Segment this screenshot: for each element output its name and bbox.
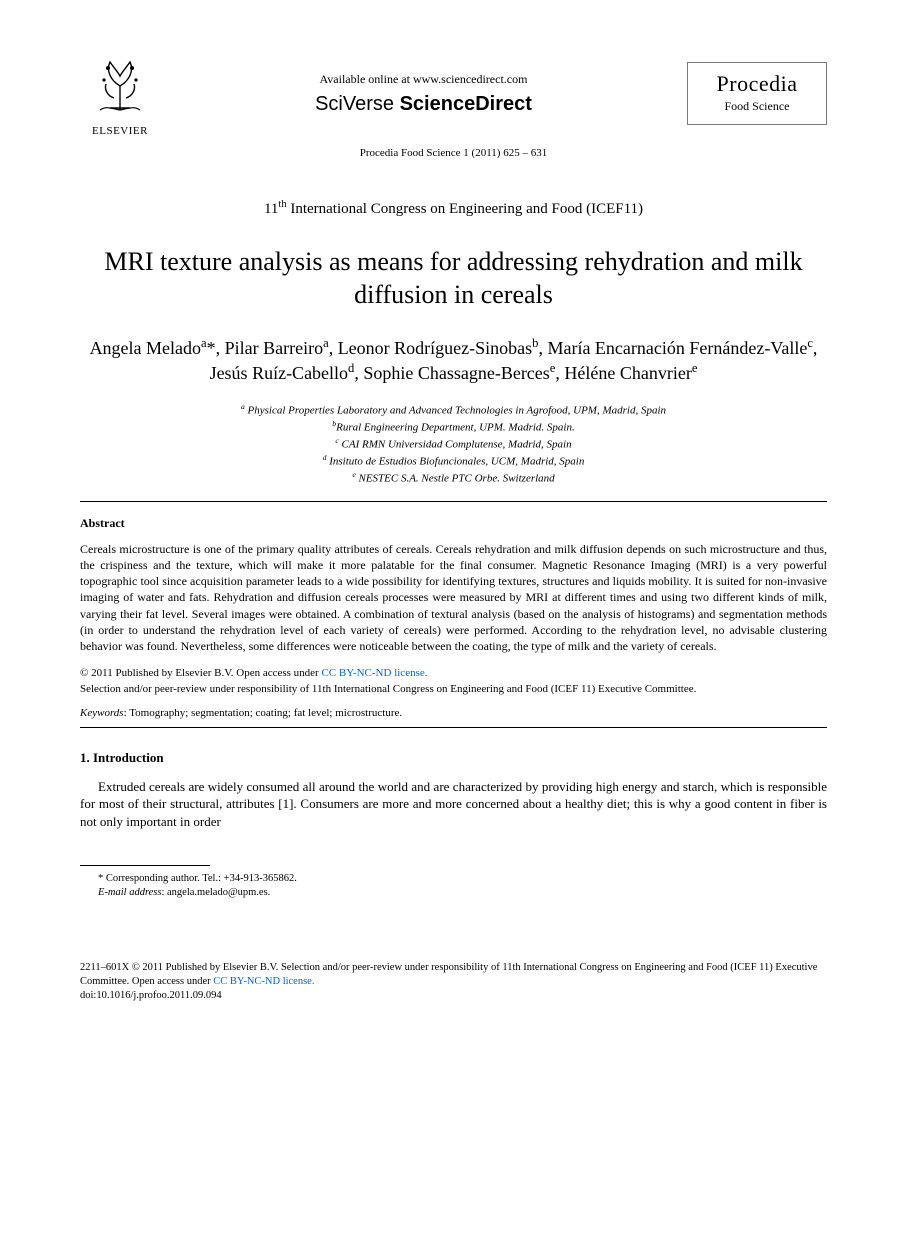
affiliation-line: c CAI RMN Universidad Complutense, Madri… [80, 436, 827, 453]
intro-paragraph: Extruded cereals are widely consumed all… [80, 778, 827, 831]
journal-subtitle: Food Science [702, 99, 812, 114]
affiliation-line: d Insituto de Estudios Biofuncionales, U… [80, 453, 827, 470]
keywords-line: Keywords: Tomography; segmentation; coat… [80, 707, 827, 719]
open-access-text: Open access under [236, 667, 321, 679]
email-value: : angela.melado@upm.es. [161, 887, 270, 898]
elsevier-label: ELSEVIER [80, 125, 160, 137]
keywords-text: : Tomography; segmentation; coating; fat… [124, 707, 403, 719]
elsevier-logo-block: ELSEVIER [80, 50, 160, 137]
keywords-label: Keywords [80, 707, 124, 719]
bottom-license-link[interactable]: CC BY-NC-ND license. [213, 976, 314, 987]
affiliations-block: a Physical Properties Laboratory and Adv… [80, 402, 827, 487]
affiliation-line: bRural Engineering Department, UPM. Madr… [80, 419, 827, 436]
bottom-block: 2211–601X © 2011 Published by Elsevier B… [80, 961, 827, 1004]
authors-list: Angela Meladoa*, Pilar Barreiroa, Leonor… [80, 335, 827, 386]
header-row: ELSEVIER Available online at www.science… [80, 50, 827, 137]
copyright-line2: Selection and/or peer-review under respo… [80, 683, 696, 695]
copyright-block: © 2011 Published by Elsevier B.V. Open a… [80, 666, 827, 697]
footnote-block: * Corresponding author. Tel.: +34-913-36… [98, 872, 827, 901]
abstract-heading: Abstract [80, 516, 827, 531]
sciverse-prefix: SciVerse [315, 93, 394, 115]
affiliation-line: a Physical Properties Laboratory and Adv… [80, 402, 827, 419]
elsevier-tree-icon [86, 50, 154, 118]
center-header: Available online at www.sciencedirect.co… [160, 72, 687, 116]
doi-line: doi:10.1016/j.profoo.2011.09.094 [80, 990, 222, 1001]
available-online-text: Available online at www.sciencedirect.co… [160, 72, 687, 87]
rule-top [80, 501, 827, 502]
affiliation-line: e NESTEC S.A. Nestle PTC Orbe. Switzerla… [80, 470, 827, 487]
email-label: E-mail address [98, 887, 161, 898]
footnote-rule [80, 865, 210, 866]
citation-line: Procedia Food Science 1 (2011) 625 – 631 [80, 147, 827, 159]
email-line: E-mail address: angela.melado@upm.es. [98, 886, 827, 901]
rule-bottom [80, 727, 827, 728]
section-heading-intro: 1. Introduction [80, 750, 827, 766]
sciverse-brand: SciVerse ScienceDirect [160, 93, 687, 116]
paper-title: MRI texture analysis as means for addres… [80, 246, 827, 311]
bottom-open-access: Open access under [132, 976, 213, 987]
journal-name: Procedia [702, 71, 812, 97]
copyright-line1-prefix: © 2011 Published by Elsevier B.V. [80, 667, 236, 679]
corresponding-author: * Corresponding author. Tel.: +34-913-36… [98, 872, 827, 887]
journal-box: Procedia Food Science [687, 62, 827, 125]
abstract-text: Cereals microstructure is one of the pri… [80, 541, 827, 654]
license-link[interactable]: CC BY-NC-ND license. [321, 667, 427, 679]
congress-line: 11th International Congress on Engineeri… [80, 199, 827, 218]
sciverse-main: ScienceDirect [394, 93, 532, 115]
